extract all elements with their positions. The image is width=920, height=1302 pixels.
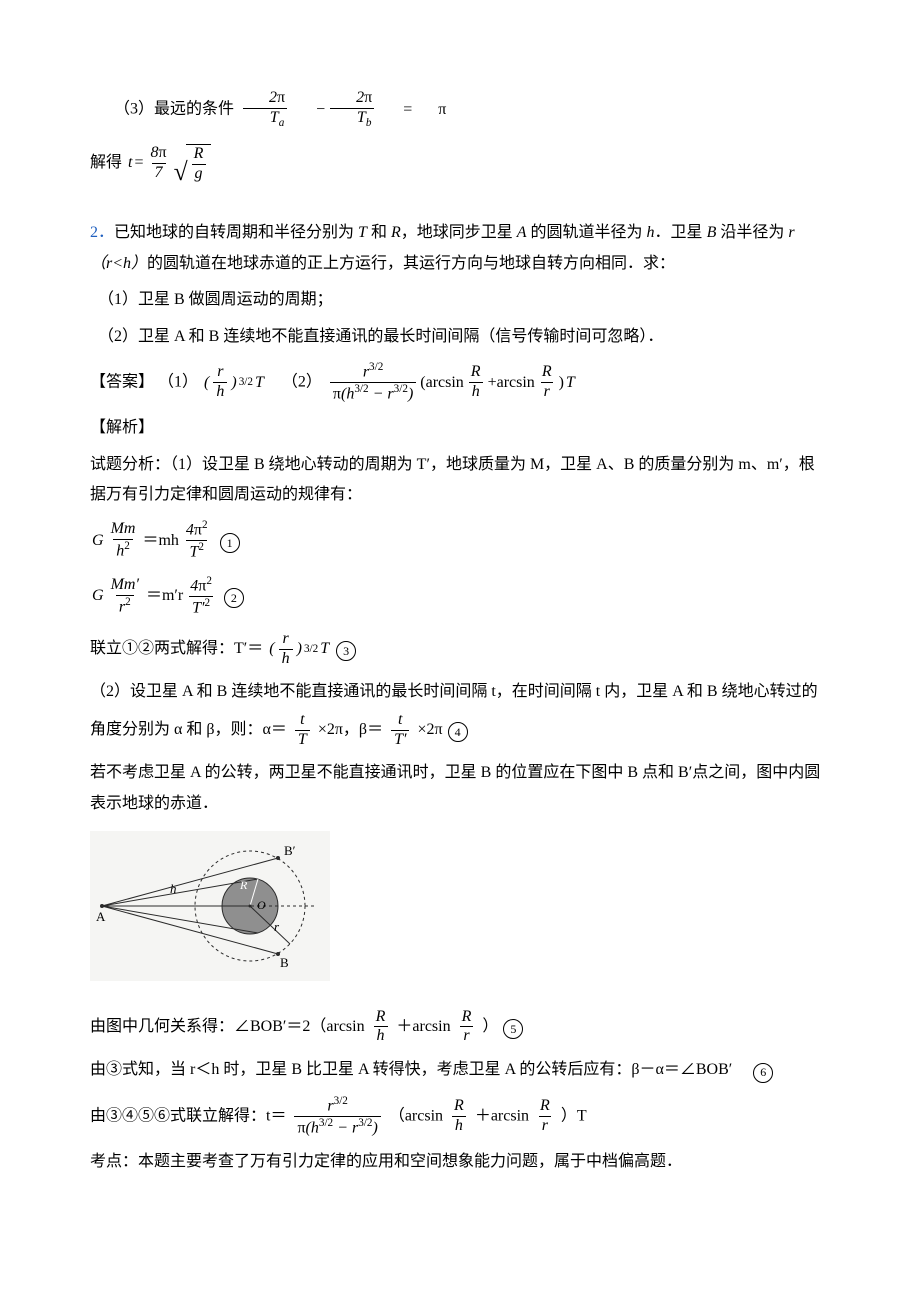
answer-label: 【答案】 [90, 373, 154, 390]
eq-mark-3: 3 [336, 641, 356, 661]
sec1-line3: （3）最远的条件 2πTa − 2πTb = π [90, 86, 830, 134]
q2-part2: （2）卫星 A 和 B 连续地不能直接通讯的最长时间间隔（信号传输时间可忽略）． [90, 322, 830, 352]
eq-mark-1: 1 [220, 533, 240, 553]
analysis-4: 由③式知，当 r＜h 时，卫星 B 比卫星 A 转得快，考虑卫星 A 的公转后应… [90, 1055, 830, 1085]
diagram-label-h: h [170, 881, 177, 896]
diagram-label-R: R [239, 878, 248, 892]
diagram-label-Bp: B′ [284, 843, 296, 858]
eq-5: 由图中几何关系得：∠BOB′＝2（arcsin Rh ＋arcsin Rr ） … [90, 1005, 830, 1050]
eq-mark-2: 2 [224, 588, 244, 608]
eq-mark-4: 4 [448, 722, 468, 742]
q2-part1: （1）卫星 B 做圆周运动的周期； [90, 285, 830, 315]
eq-mark-6: 6 [753, 1063, 773, 1083]
jiexi-label: 【解析】 [90, 413, 830, 443]
eq-mark-5: 5 [503, 1019, 523, 1039]
ans2-expr: r3/2π(h3/2 − r3/2) (arcsin Rh +arcsin Rr… [328, 362, 575, 403]
analysis-1: 试题分析：（1）设卫星 B 绕地心转动的周期为 T′，地球质量为 M，卫星 A、… [90, 450, 830, 511]
kaodian: 考点：本题主要考查了万有引力定律的应用和空间想象能力问题，属于中档偏高题． [90, 1147, 830, 1177]
analysis-2: （2）设卫星 A 和 B 连续地不能直接通讯的最长时间间隔 t，在时间间隔 t … [90, 677, 830, 752]
orbit-diagram: A B′ B O R h r [90, 831, 330, 981]
q2-number: 2． [90, 224, 114, 241]
sec1-solve: 解得 t = 8π7 √Rg [90, 140, 830, 187]
q2-stem: 2．已知地球的自转周期和半径分别为 T 和 R，地球同步卫星 A 的圆轨道半径为… [90, 218, 830, 279]
eq-3: 联立①②两式解得：T′＝ (rh)3/2T 3 [90, 627, 830, 672]
analysis-3: 若不考虑卫星 A 的公转，两卫星不能直接通讯时，卫星 B 的位置应在下图中 B … [90, 758, 830, 819]
eq-2: GMm′r2 ＝m′r 4π2T′2 2 [90, 572, 830, 621]
sec1-eq-t: t = 8π7 √Rg [128, 144, 211, 183]
sec1-eq-condition: 2πTa − 2πTb = π [240, 90, 446, 130]
sec1-line3-prefix: （3）最远的条件 [114, 101, 234, 118]
diagram-label-B: B [280, 955, 289, 970]
eq-final: 由③④⑤⑥式联立解得：t＝ r3/2π(h3/2 − r3/2) （arcsin… [90, 1092, 830, 1141]
diagram-label-O: O [257, 898, 266, 912]
sec1-solve-label: 解得 [90, 154, 122, 171]
q2-answer: 【答案】 （1） (rh)3/2T （2） r3/2π(h3/2 − r3/2)… [90, 358, 830, 407]
eq-1: GMmh2 ＝mh 4π2T2 1 [90, 516, 830, 565]
ans1-expr: (rh)3/2T [204, 364, 264, 401]
diagram-label-A: A [96, 909, 106, 924]
